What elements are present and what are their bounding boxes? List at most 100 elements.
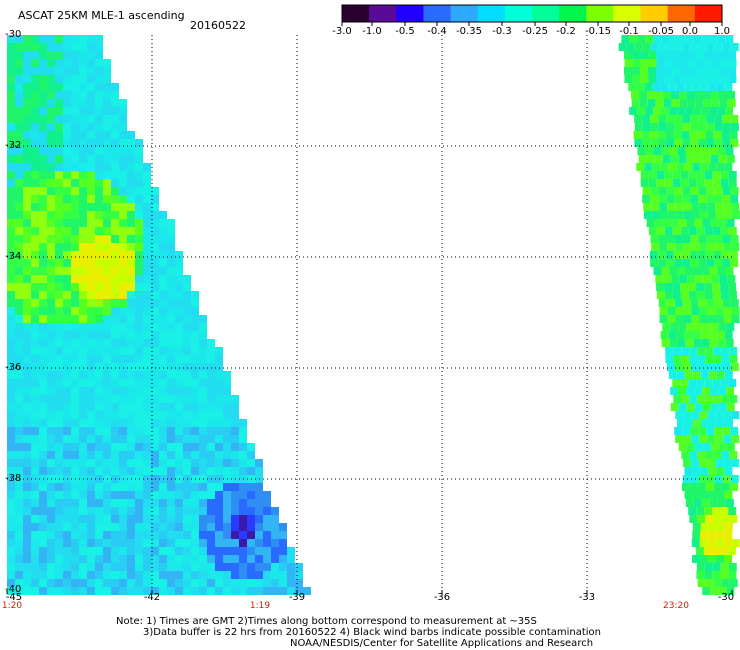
swath-cell (722, 43, 731, 51)
swath-cell (47, 347, 55, 355)
swath-cell (7, 451, 15, 459)
swath-cell (255, 459, 263, 467)
swath-cell (704, 379, 713, 387)
swath-cell (111, 571, 119, 579)
swath-cell (692, 83, 701, 91)
swath-cell (31, 371, 39, 379)
swath-cell (95, 259, 103, 267)
swath-cell (715, 315, 724, 323)
swath-cell (111, 283, 119, 291)
swath-cell (143, 483, 151, 491)
swath-cell (39, 283, 47, 291)
swath-cell (39, 579, 47, 587)
swath-cell (175, 371, 183, 379)
swath-cell (727, 99, 736, 107)
swath-cell (690, 259, 699, 267)
swath-cell (55, 371, 63, 379)
swath-cell (167, 243, 175, 251)
swath-cell (71, 539, 79, 547)
swath-cell (718, 443, 727, 451)
swath-cell (15, 347, 23, 355)
swath-cell (63, 443, 71, 451)
swath-cell (71, 203, 79, 211)
swath-cell (31, 555, 39, 563)
swath-cell (23, 275, 31, 283)
swath-cell (683, 307, 692, 315)
swath-cell (724, 531, 733, 539)
swath-cell (183, 483, 191, 491)
swath-cell (79, 363, 87, 371)
swath-cell (706, 115, 715, 123)
swath-cell (656, 171, 665, 179)
swath-cell (199, 315, 207, 323)
swath-cell (143, 571, 151, 579)
swath-cell (223, 523, 231, 531)
swath-cell (23, 539, 31, 547)
swath-cell (231, 451, 239, 459)
swath-cell (159, 531, 167, 539)
swath-cell (79, 179, 87, 187)
swath-cell (682, 43, 691, 51)
swath-cell (87, 171, 95, 179)
swath-cell (159, 235, 167, 243)
swath-cell (87, 283, 95, 291)
swath-cell (95, 443, 103, 451)
swath-cell (223, 507, 231, 515)
swath-cell (55, 59, 63, 67)
swath-cell (642, 195, 651, 203)
swath-cell (223, 531, 231, 539)
swath-cell (111, 523, 119, 531)
swath-cell (231, 395, 239, 403)
swath-cell (637, 147, 646, 155)
swath-cell (715, 211, 724, 219)
swath-cell (666, 115, 675, 123)
swath-cell (175, 331, 183, 339)
swath-cell (15, 235, 23, 243)
swath-cell (263, 571, 271, 579)
swath-cell (658, 187, 667, 195)
colorbar-tick-label: -0.4 (427, 26, 447, 37)
swath-cell (731, 411, 740, 419)
swath-cell (111, 243, 119, 251)
swath-cell (55, 283, 63, 291)
swath-cell (79, 99, 87, 107)
swath-cell (215, 579, 223, 587)
swath-cell (191, 339, 199, 347)
swath-cell (167, 219, 175, 227)
swath-cell (15, 259, 23, 267)
swath-cell (47, 427, 55, 435)
swath-cell (55, 35, 63, 43)
swath-cell (7, 579, 15, 587)
swath-cell (167, 307, 175, 315)
swath-cell (175, 355, 183, 363)
swath-cell (263, 531, 271, 539)
swath-cell (135, 291, 143, 299)
swath-cell (199, 523, 207, 531)
swath-cell (683, 411, 692, 419)
swath-cell (87, 259, 95, 267)
swath-cell (63, 43, 71, 51)
swath-cell (646, 219, 655, 227)
swath-cell (23, 483, 31, 491)
swath-cell (39, 307, 47, 315)
swath-cell (721, 451, 730, 459)
colorbar-tick-label: -0.25 (522, 26, 548, 37)
swath-cell (79, 355, 87, 363)
swath-cell (175, 467, 183, 475)
swath-cell (71, 43, 79, 51)
swath-cell (151, 347, 159, 355)
swath-cell (731, 459, 740, 467)
swath-cell (665, 355, 674, 363)
swath-cell (79, 491, 87, 499)
swath-cell (717, 339, 726, 347)
swath-cell (215, 563, 223, 571)
swath-cell (712, 563, 721, 571)
swath-cell (680, 379, 689, 387)
swath-cell (648, 227, 657, 235)
swath-cell (676, 331, 685, 339)
swath-cell (127, 235, 135, 243)
swath-cell (647, 99, 656, 107)
swath-cell (143, 339, 151, 347)
colorbar-segment (559, 5, 587, 22)
swath-cell (151, 563, 159, 571)
